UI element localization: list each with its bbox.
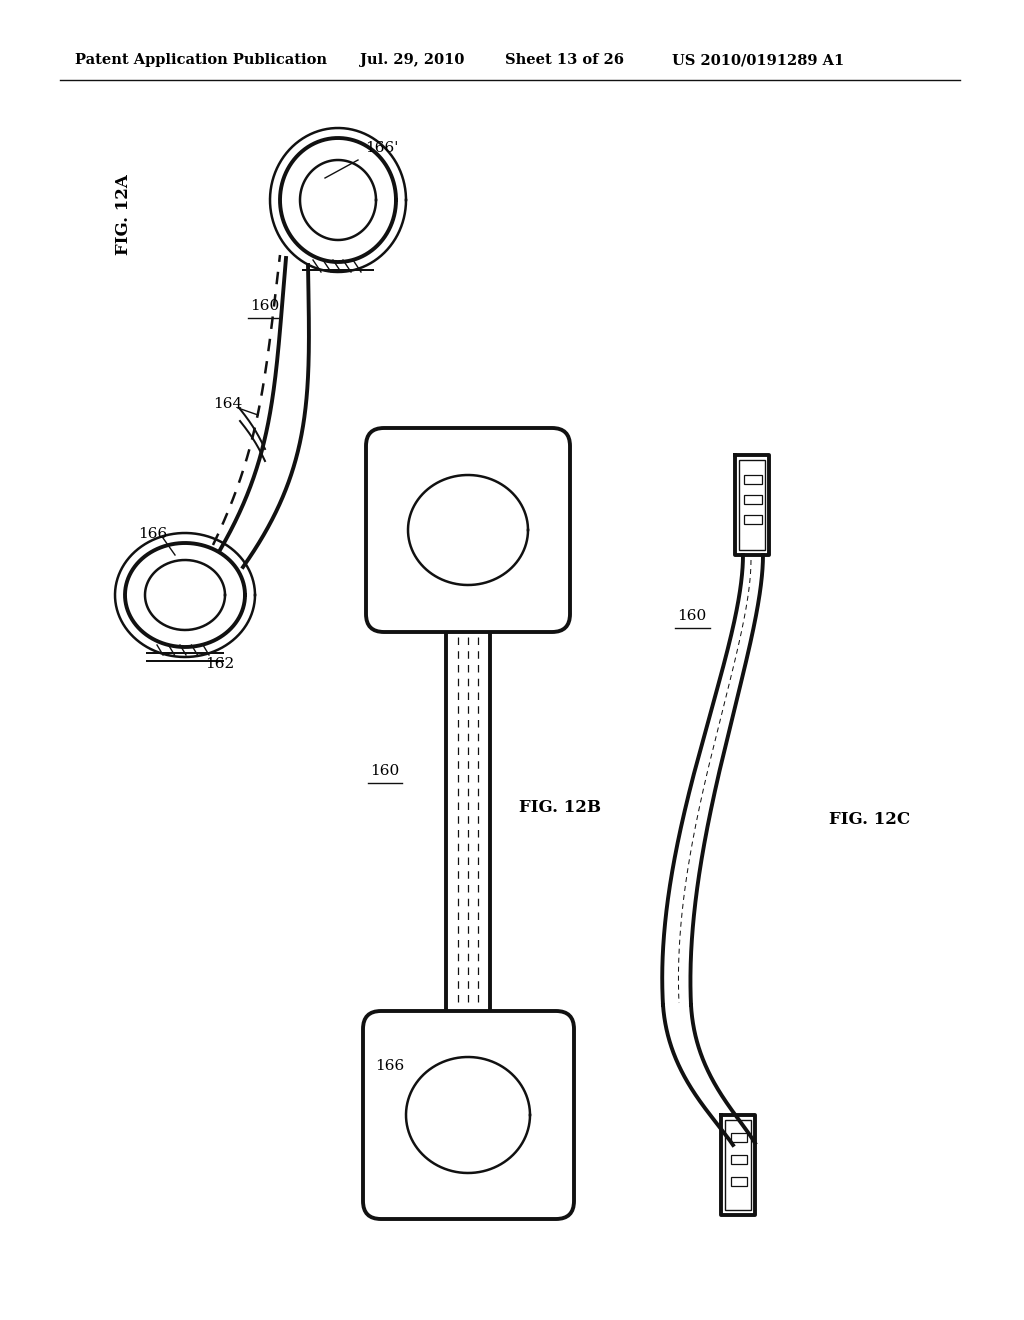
Text: 162: 162 [205,657,234,671]
Bar [744,475,762,484]
Text: 160: 160 [677,609,707,623]
Text: 160: 160 [370,764,399,777]
Text: 166': 166' [365,141,398,154]
Bar [744,495,762,504]
Text: US 2010/0191289 A1: US 2010/0191289 A1 [672,53,844,67]
Bar [731,1177,746,1185]
Text: 164: 164 [213,397,243,411]
Text: FIG. 12A: FIG. 12A [115,174,131,256]
Text: 166: 166 [375,1059,404,1073]
Text: FIG. 12B: FIG. 12B [519,800,601,817]
Bar [731,1133,746,1142]
Bar [731,1155,746,1164]
Text: FIG. 12C: FIG. 12C [829,812,910,829]
Text: 160: 160 [250,300,280,313]
Bar [725,1119,751,1210]
Bar [739,459,765,550]
Text: Jul. 29, 2010: Jul. 29, 2010 [360,53,464,67]
Text: Patent Application Publication: Patent Application Publication [75,53,327,67]
FancyBboxPatch shape [366,428,570,632]
Text: Sheet 13 of 26: Sheet 13 of 26 [505,53,624,67]
FancyBboxPatch shape [362,1011,574,1218]
Bar [744,515,762,524]
Text: 166: 166 [138,527,167,541]
